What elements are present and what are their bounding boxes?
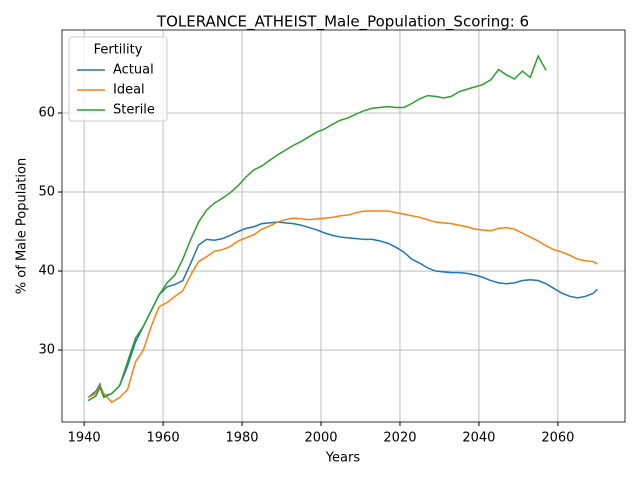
legend-label: Actual	[113, 63, 154, 78]
legend-box	[68, 36, 168, 122]
line-series	[87, 210, 598, 404]
legend-title: Fertility	[94, 43, 143, 58]
y-tick-label: 60	[38, 105, 55, 120]
x-tick-label: 2060	[541, 431, 574, 446]
y-tick-label: 50	[38, 185, 55, 200]
plot-frame	[61, 29, 626, 423]
legend-label: Sterile	[113, 103, 155, 118]
line-series	[87, 221, 598, 399]
x-tick-label: 2020	[383, 431, 416, 446]
legend-label: Ideal	[113, 83, 145, 98]
x-axis-label: Years	[325, 451, 361, 466]
x-tick-label: 1980	[225, 431, 258, 446]
x-tick-label: 1940	[68, 431, 101, 446]
line-series	[87, 54, 547, 402]
x-tick-label: 2040	[462, 431, 495, 446]
x-tick-label: 2000	[304, 431, 337, 446]
y-tick-label: 30	[38, 343, 55, 358]
y-axis-label: % of Male Population	[15, 158, 30, 294]
x-tick-label: 1960	[147, 431, 180, 446]
chart-title: TOLERANCE_ATHEIST_Male_Population_Scorin…	[156, 13, 529, 32]
y-tick-label: 40	[38, 264, 55, 279]
